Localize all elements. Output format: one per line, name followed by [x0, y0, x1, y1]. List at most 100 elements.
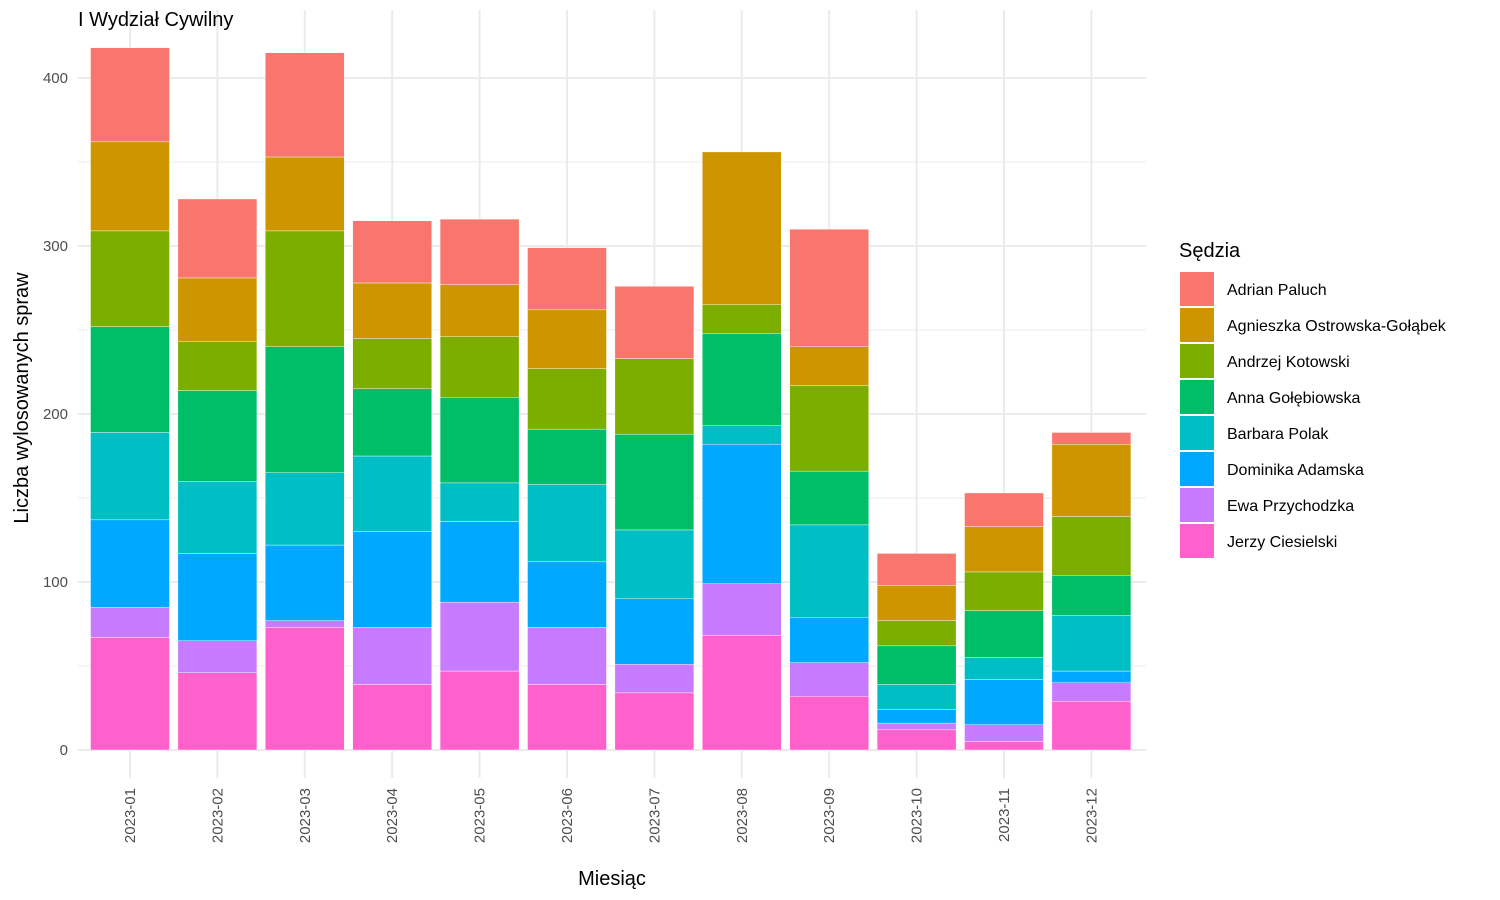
bar-segment	[964, 657, 1044, 680]
bar-segment	[90, 637, 170, 751]
x-axis-ticks: 2023-01 2023-02 2023-03 2023-04 2023-05 2023-…	[122, 788, 1100, 843]
bar-segment	[265, 627, 345, 751]
x-axis-title: Miesiąc	[578, 868, 646, 890]
legend: Sędzia Adrian Paluch Agnieszka Ostrowska-…	[1179, 240, 1447, 558]
bar-segment	[265, 620, 345, 628]
y-tick-label: 200	[43, 406, 68, 423]
y-tick-label: 0	[60, 742, 68, 759]
bar-segment	[265, 544, 345, 621]
bar-segment	[177, 553, 258, 642]
x-tick-label: 2023-03	[297, 788, 314, 843]
bar-segment	[614, 598, 695, 665]
bar-segment	[90, 141, 170, 232]
bar-segment	[352, 684, 432, 751]
bar-segment	[439, 284, 520, 337]
bar-segment	[964, 724, 1044, 742]
bar-segment	[1051, 670, 1132, 683]
bar-segment	[789, 385, 869, 472]
bar-segment	[876, 553, 957, 586]
bar-segment	[90, 230, 170, 327]
bar-segment	[614, 358, 695, 435]
bar-segment	[876, 585, 957, 621]
bar-segment	[702, 444, 782, 584]
x-tick-label: 2023-04	[384, 788, 401, 843]
legend-key	[1180, 272, 1214, 306]
legend-items: Adrian Paluch Agnieszka Ostrowska-Gołąbek…	[1180, 272, 1447, 558]
bar-segment	[964, 679, 1044, 726]
bar-segment	[876, 729, 957, 751]
bar-segment	[177, 341, 258, 391]
bar-segment	[527, 561, 607, 628]
bar-segment	[789, 617, 869, 663]
bar-segment	[439, 521, 520, 603]
x-tick-label: 2023-09	[821, 788, 838, 843]
x-tick-label: 2023-06	[559, 788, 576, 843]
bar-segment	[439, 397, 520, 484]
x-tick-label: 2023-07	[646, 788, 663, 843]
bar-segment	[876, 684, 957, 710]
bar-segment	[90, 519, 170, 608]
x-tick-label: 2023-08	[734, 788, 751, 843]
legend-key	[1180, 308, 1214, 342]
bar-segment	[177, 277, 258, 342]
bar-segment	[789, 696, 869, 751]
bar-segment	[265, 472, 345, 546]
bar-segment	[702, 635, 782, 751]
legend-label: Ewa Przychodzka	[1227, 498, 1354, 515]
chart-title: I Wydział Cywilny	[78, 9, 233, 31]
bar-segment	[527, 247, 607, 311]
bar-segment	[265, 52, 345, 158]
bar-segment	[702, 583, 782, 636]
bar-segment	[527, 309, 607, 369]
bar-segment	[876, 620, 957, 647]
bar-segment	[876, 645, 957, 685]
bar-segment	[90, 47, 170, 143]
bar-segment	[527, 368, 607, 430]
y-tick-label: 100	[43, 574, 68, 591]
x-tick-label: 2023-05	[472, 788, 489, 843]
bar-segment	[876, 709, 957, 724]
bar-segment	[789, 662, 869, 697]
x-tick-label: 2023-01	[122, 788, 139, 843]
y-tick-label: 300	[43, 238, 68, 255]
bar-segment	[527, 627, 607, 685]
bar-segment	[964, 571, 1044, 611]
bar-segment	[265, 230, 345, 348]
bar-segment	[964, 741, 1044, 751]
bar-segment	[265, 156, 345, 232]
x-tick-label: 2023-02	[209, 788, 226, 843]
legend-key	[1180, 452, 1214, 486]
bar-segment	[702, 333, 782, 426]
bar-segment	[352, 388, 432, 457]
bar-segment	[614, 529, 695, 599]
bar-segment	[352, 455, 432, 532]
legend-title: Sędzia	[1179, 240, 1241, 262]
bar-segment	[352, 282, 432, 339]
bar-segment	[789, 346, 869, 386]
bar-segment	[614, 433, 695, 531]
bar-segment	[439, 670, 520, 751]
bar-segment	[352, 338, 432, 389]
bar-segment	[527, 684, 607, 751]
y-tick-label: 400	[43, 70, 68, 87]
bar-segment	[1051, 701, 1132, 751]
bar-segment	[789, 228, 869, 347]
bar-segment	[439, 482, 520, 522]
legend-label: Dominika Adamska	[1227, 462, 1364, 479]
bar-segment	[702, 304, 782, 334]
bar-segment	[177, 672, 258, 751]
legend-key	[1180, 416, 1214, 450]
legend-label: Jerzy Ciesielski	[1227, 534, 1337, 551]
bar-segment	[177, 481, 258, 554]
bar-segment	[439, 601, 520, 672]
legend-key	[1180, 524, 1214, 558]
legend-label: Andrzej Kotowski	[1227, 354, 1350, 371]
bar-segment	[527, 428, 607, 485]
bar-segment	[964, 610, 1044, 658]
bar-segment	[90, 326, 170, 433]
legend-key	[1180, 488, 1214, 522]
bar-segment	[90, 432, 170, 521]
bar-segment	[439, 218, 520, 285]
bar-segment	[1051, 575, 1132, 616]
y-axis-title: Liczba wylosowanych spraw	[11, 272, 33, 524]
